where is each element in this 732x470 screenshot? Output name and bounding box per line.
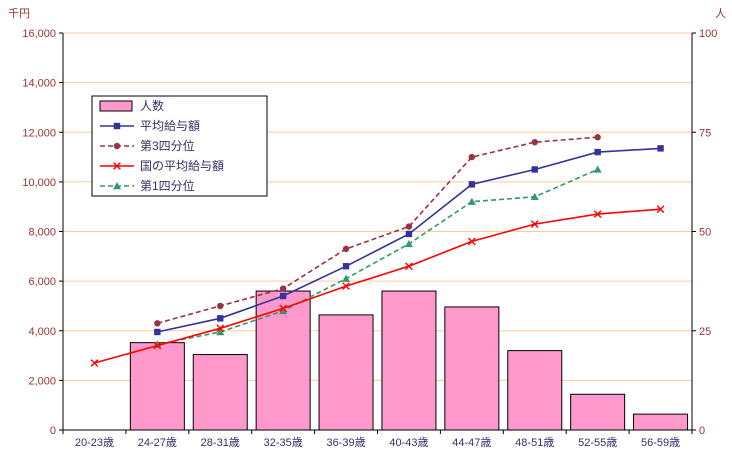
marker-square-icon — [113, 122, 121, 130]
marker-x-icon — [405, 262, 413, 271]
series-path — [157, 136, 598, 325]
marker-triangle-icon — [279, 306, 288, 315]
x-axis-tick-label: 48-51歳 — [515, 436, 554, 449]
marker-triangle-icon — [593, 165, 602, 173]
right-axis-tick-label: 100 — [699, 28, 717, 40]
marker-x-icon — [342, 282, 350, 290]
marker-x-icon — [593, 210, 602, 219]
left-axis-tick-label: 12,000 — [22, 127, 56, 139]
marker-circle-icon — [405, 223, 413, 230]
marker-square-icon — [405, 230, 413, 238]
left-axis-tick-label: 4,000 — [28, 326, 56, 338]
marker-triangle-icon — [467, 197, 476, 205]
marker-square-icon — [531, 166, 538, 173]
marker-square-icon — [342, 263, 350, 270]
marker-square-icon — [594, 148, 601, 156]
legend-swatch-bar — [99, 100, 133, 112]
marker-circle-icon — [113, 142, 121, 150]
marker-triangle-icon — [530, 192, 539, 200]
x-axis-tick-label: 24-27歳 — [138, 436, 177, 449]
left-axis-tick-label: 0 — [50, 425, 56, 437]
bar — [192, 354, 248, 431]
marker-x-icon — [216, 324, 225, 333]
right-axis-tick-label: 25 — [699, 326, 711, 338]
axis-labels: 0 2,000 4,000 6,000 8,000 10,000 12,000 14,000 1… — [22, 28, 717, 449]
legend-label: 平均給与額 — [140, 119, 200, 133]
marker-square-icon — [154, 328, 161, 336]
series-path — [94, 208, 661, 364]
left-axis-tick-label: 16,000 — [22, 28, 56, 40]
x-axis-tick-label: 28-31歳 — [201, 436, 240, 449]
marker-x-icon — [153, 341, 162, 350]
legend-label: 第1四分位 — [140, 178, 195, 193]
marker-triangle-icon — [113, 182, 121, 190]
gridlines — [63, 32, 692, 381]
left-axis-tick-label: 14,000 — [22, 78, 56, 90]
marker-square-icon — [217, 315, 224, 322]
bar — [570, 393, 626, 431]
left-axis-tick-label: 6,000 — [28, 276, 56, 288]
legend-label: 第3四分位 — [140, 138, 195, 153]
series-path — [157, 168, 598, 346]
marker-circle-icon — [217, 302, 224, 310]
bar — [318, 314, 374, 431]
marker-x-icon — [467, 237, 476, 246]
marker-triangle-icon — [216, 327, 225, 336]
marker-triangle-icon — [342, 274, 351, 282]
right-axis-tick-label: 50 — [699, 227, 711, 239]
legend-box — [91, 95, 268, 197]
legend-label: 国の平均給与額 — [140, 159, 224, 173]
x-axis-tick-label: 44-47歳 — [452, 436, 491, 449]
left-axis-tick-label: 8,000 — [28, 227, 56, 239]
marker-circle-icon — [531, 138, 538, 146]
marker-x-icon — [90, 359, 99, 367]
bar — [255, 290, 311, 431]
bar — [381, 290, 437, 431]
marker-circle-icon — [342, 245, 350, 253]
x-axis-tick-label: 36-39歳 — [326, 436, 365, 449]
left-axis-tick-label: 2,000 — [28, 375, 56, 387]
marker-triangle-icon — [404, 239, 413, 248]
marker-circle-icon — [468, 153, 476, 161]
left-axis-unit-label: 千円 — [8, 8, 30, 20]
line-series — [154, 145, 664, 336]
x-axis-tick-label: 52-55歳 — [578, 436, 617, 449]
x-axis-tick-label: 40-43歳 — [389, 436, 428, 449]
x-axis-tick-label: 32-35歳 — [264, 436, 303, 449]
marker-square-icon — [279, 292, 287, 300]
line-series — [154, 134, 601, 327]
marker-x-icon — [656, 205, 665, 214]
right-axis-tick-label: 75 — [699, 127, 711, 139]
bars-series — [129, 290, 689, 431]
x-axis-tick-label: 56-59歳 — [641, 436, 680, 449]
marker-x-icon — [530, 220, 539, 228]
marker-square-icon — [468, 181, 476, 188]
bar — [444, 306, 500, 431]
right-axis-unit-label: 人 — [715, 8, 726, 20]
left-axis-tick-label: 10,000 — [22, 177, 56, 189]
legend-label: 人数 — [140, 98, 164, 113]
marker-x-icon — [113, 162, 121, 170]
marker-circle-icon — [594, 134, 601, 141]
bar — [507, 350, 563, 431]
bar — [633, 413, 689, 431]
x-axis-tick-label: 20-23歳 — [75, 436, 114, 449]
line-series — [90, 205, 665, 367]
marker-circle-icon — [154, 320, 161, 327]
right-axis-tick-label: 0 — [699, 425, 705, 437]
marker-square-icon — [657, 145, 664, 152]
marker-circle-icon — [279, 285, 287, 292]
bar — [129, 342, 185, 431]
marker-x-icon — [279, 304, 288, 313]
